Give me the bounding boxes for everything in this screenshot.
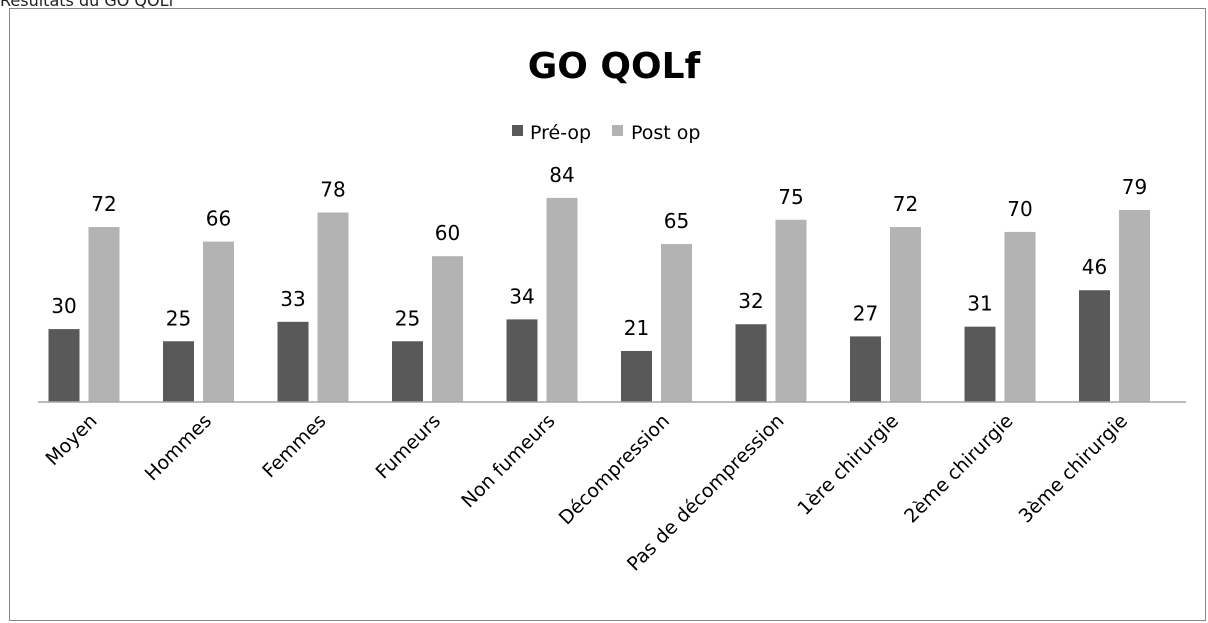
bar-post-op-femmes xyxy=(317,212,349,402)
value-label-post-op-decompression: 65 xyxy=(664,209,689,233)
category-labels-group: Moyen Hommes Femmes Fumeurs Non fumeursDécom… xyxy=(41,410,1132,576)
value-label-pre-op-decompression: 21 xyxy=(624,316,649,340)
value-label-post-op-fumeurs: 60 xyxy=(435,221,460,245)
chart-title: GO QOLf xyxy=(528,46,701,87)
legend: Pré-op Post op xyxy=(512,122,700,144)
value-label-pre-op-pas-de-decompression: 32 xyxy=(738,289,763,313)
value-label-pre-op-femmes: 33 xyxy=(280,287,305,311)
bar-post-op-1ere-chirurgie xyxy=(890,227,921,402)
value-label-post-op-3eme-chirurgie: 79 xyxy=(1122,175,1147,199)
legend-swatch-post-op xyxy=(612,125,623,136)
value-label-post-op-pas-de-decompression: 75 xyxy=(778,185,803,209)
value-label-post-op-1ere-chirurgie: 72 xyxy=(893,192,918,216)
category-label-fumeurs: Fumeurs xyxy=(372,410,445,483)
category-label-moyen: Moyen xyxy=(41,410,101,470)
bar-pre-op-1ere-chirurgie xyxy=(850,336,881,402)
value-label-pre-op-2eme-chirurgie: 31 xyxy=(967,292,992,316)
value-label-pre-op-moyen: 30 xyxy=(51,294,76,318)
category-label-decompression: Décompression xyxy=(555,410,674,529)
value-labels-group: 30 72 25 66 33 78 25 60 34 84 21 65 32 75 27 72 31 70 46 79 xyxy=(51,163,1147,340)
category-label-2eme-chirurgie: 2ème chirurgie xyxy=(900,410,1017,527)
legend-label-pre-op: Pré-op xyxy=(530,122,591,144)
bar-post-op-non-fumeurs xyxy=(546,197,578,402)
bar-post-op-hommes xyxy=(203,241,234,402)
category-label-femmes: Femmes xyxy=(258,410,330,482)
bar-pre-op-pas-de-decompression xyxy=(735,324,767,402)
value-label-pre-op-hommes: 25 xyxy=(166,306,191,330)
bar-post-op-2eme-chirurgie xyxy=(1004,231,1036,402)
bar-pre-op-hommes xyxy=(163,341,194,402)
legend-swatch-pre-op xyxy=(512,125,523,136)
bar-post-op-decompression xyxy=(661,244,692,402)
bar-pre-op-femmes xyxy=(277,321,309,402)
bar-post-op-3eme-chirurgie xyxy=(1119,210,1150,402)
value-label-post-op-2eme-chirurgie: 70 xyxy=(1007,197,1032,221)
value-label-pre-op-3eme-chirurgie: 46 xyxy=(1082,255,1107,279)
bar-pre-op-fumeurs xyxy=(392,341,423,402)
bar-post-op-fumeurs xyxy=(432,256,463,402)
bar-pre-op-2eme-chirurgie xyxy=(964,326,996,402)
category-label-3eme-chirurgie: 3ème chirurgie xyxy=(1015,410,1132,527)
value-label-pre-op-fumeurs: 25 xyxy=(395,306,420,330)
bar-post-op-moyen xyxy=(88,227,120,402)
bar-pre-op-decompression xyxy=(621,350,652,402)
category-label-hommes: Hommes xyxy=(141,410,216,485)
value-label-pre-op-non-fumeurs: 34 xyxy=(509,284,534,308)
figure-caption: Résultats du GO QOLf xyxy=(0,0,175,10)
bar-pre-op-moyen xyxy=(48,329,80,402)
value-label-post-op-femmes: 78 xyxy=(320,177,345,201)
legend-label-post-op: Post op xyxy=(631,122,700,144)
value-label-pre-op-1ere-chirurgie: 27 xyxy=(853,301,878,325)
value-label-post-op-hommes: 66 xyxy=(206,207,231,231)
value-label-post-op-moyen: 72 xyxy=(91,192,116,216)
value-label-post-op-non-fumeurs: 84 xyxy=(549,163,574,187)
bars-group xyxy=(48,197,1150,402)
category-label-non-fumeurs: Non fumeurs xyxy=(457,410,559,512)
bar-pre-op-3eme-chirurgie xyxy=(1079,290,1110,402)
category-label-1ere-chirurgie: 1ère chirurgie xyxy=(793,410,903,520)
bar-pre-op-non-fumeurs xyxy=(506,319,538,402)
bar-post-op-pas-de-decompression xyxy=(775,219,807,402)
